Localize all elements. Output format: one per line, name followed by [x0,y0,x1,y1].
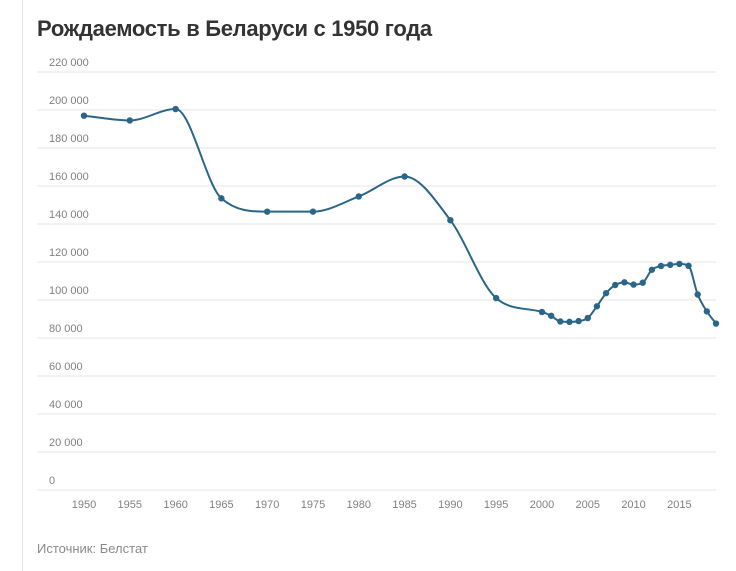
x-tick-label: 1995 [484,499,508,511]
data-point[interactable] [547,312,555,319]
x-tick-label: 1965 [209,499,233,511]
series-line [83,108,717,325]
data-point[interactable] [575,317,582,325]
data-point[interactable] [538,308,546,316]
x-tick-label: 1970 [255,499,279,511]
data-point[interactable] [447,217,454,224]
data-point[interactable] [667,261,674,269]
data-point[interactable] [648,266,656,273]
data-point[interactable] [566,318,573,326]
y-tick-label: 20 000 [49,437,83,449]
x-tick-label: 2015 [667,499,691,511]
data-point[interactable] [621,279,628,286]
data-point[interactable] [172,105,179,113]
data-point[interactable] [703,308,711,315]
x-tick-label: 2000 [530,499,554,511]
y-tick-label: 200 000 [49,95,89,107]
data-point[interactable] [685,262,692,269]
data-point[interactable] [584,314,591,322]
x-tick-label: 2005 [576,499,600,511]
x-tick-label: 1985 [392,499,416,511]
chart-title: Рождаемость в Беларуси с 1950 года [37,16,432,41]
data-point[interactable] [694,291,701,298]
data-point[interactable] [80,112,88,119]
x-tick-label: 1950 [72,499,96,511]
data-point[interactable] [676,260,683,268]
x-tick-label: 1990 [438,499,462,511]
y-tick-label: 160 000 [49,171,89,183]
x-tick-label: 1960 [163,499,187,511]
data-point[interactable] [630,281,637,288]
left-divider-line [22,0,23,571]
axis-labels: 0 20 000 40 000 60 000 80 000 100 000 120 000 1… [49,57,692,511]
data-point[interactable] [355,193,362,200]
series-layer [80,105,720,327]
y-tick-label: 100 000 [49,285,89,297]
y-tick-label: 140 000 [49,209,89,221]
y-tick-label: 40 000 [49,399,83,411]
y-tick-label: 220 000 [49,57,89,69]
data-point[interactable] [492,294,500,302]
y-tick-label: 0 [49,475,55,487]
y-tick-label: 180 000 [49,133,89,145]
x-tick-label: 1955 [118,499,142,511]
data-point[interactable] [218,195,225,202]
x-tick-label: 1980 [347,499,371,511]
data-point[interactable] [263,208,271,215]
data-point[interactable] [712,320,720,327]
data-point[interactable] [126,117,133,124]
data-point[interactable] [612,281,619,289]
y-tick-label: 80 000 [49,323,83,335]
data-point[interactable] [557,318,564,325]
data-point[interactable] [639,279,646,286]
x-tick-label: 2010 [621,499,645,511]
data-point[interactable] [602,289,610,297]
x-tick-label: 1975 [301,499,325,511]
grid-layer [37,71,716,491]
source-note: Источник: Белстат [37,541,148,556]
data-point[interactable] [657,262,665,270]
data-point[interactable] [593,303,601,310]
y-tick-label: 60 000 [49,361,83,373]
y-tick-label: 120 000 [49,247,89,259]
data-point[interactable] [309,208,317,215]
data-point[interactable] [401,173,408,180]
